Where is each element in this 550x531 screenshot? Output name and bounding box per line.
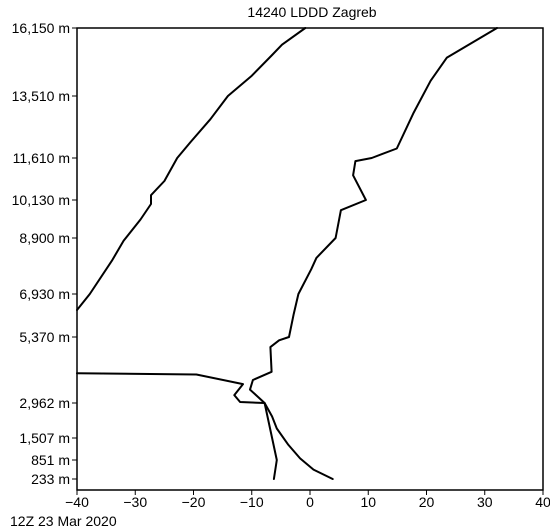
series-line-2 (249, 27, 498, 480)
x-tick-label: −10 (240, 494, 264, 510)
y-tick-label: 851 m (31, 452, 70, 468)
series-line-1 (76, 372, 334, 480)
y-tick-label: 6,930 m (19, 286, 70, 302)
x-tick-label: 40 (535, 494, 550, 510)
y-tick-label: 1,507 m (19, 430, 70, 446)
chart-title: 14240 LDDD Zagreb (247, 4, 376, 20)
y-tick-label: 16,150 m (12, 20, 70, 36)
x-tick-label: 10 (360, 494, 376, 510)
y-tick-label: 233 m (31, 471, 70, 487)
x-tick-label: −30 (123, 494, 147, 510)
y-tick-label: 11,610 m (13, 150, 70, 166)
x-tick-label: 30 (477, 494, 493, 510)
x-tick-label: 0 (306, 494, 314, 510)
x-axis: −40 −30 −20 −10 0 10 20 30 40 (65, 490, 550, 510)
series-line-3 (76, 27, 307, 311)
x-tick-label: 20 (419, 494, 435, 510)
y-tick-label: 8,900 m (19, 230, 70, 246)
x-tick-label: −40 (65, 494, 89, 510)
plot-frame (76, 27, 544, 491)
y-tick-label: 5,370 m (19, 329, 70, 345)
y-tick-label: 2,962 m (19, 395, 70, 411)
series-layer (76, 27, 498, 480)
y-tick-label: 13,510 m (12, 88, 70, 104)
y-axis: 233 m 851 m 1,507 m 2,962 m 5,370 m 6,930 m 8,… (12, 20, 77, 487)
chart-footer: 12Z 23 Mar 2020 (10, 513, 117, 529)
x-tick-label: −20 (182, 494, 206, 510)
y-tick-label: 10,130 m (12, 192, 70, 208)
